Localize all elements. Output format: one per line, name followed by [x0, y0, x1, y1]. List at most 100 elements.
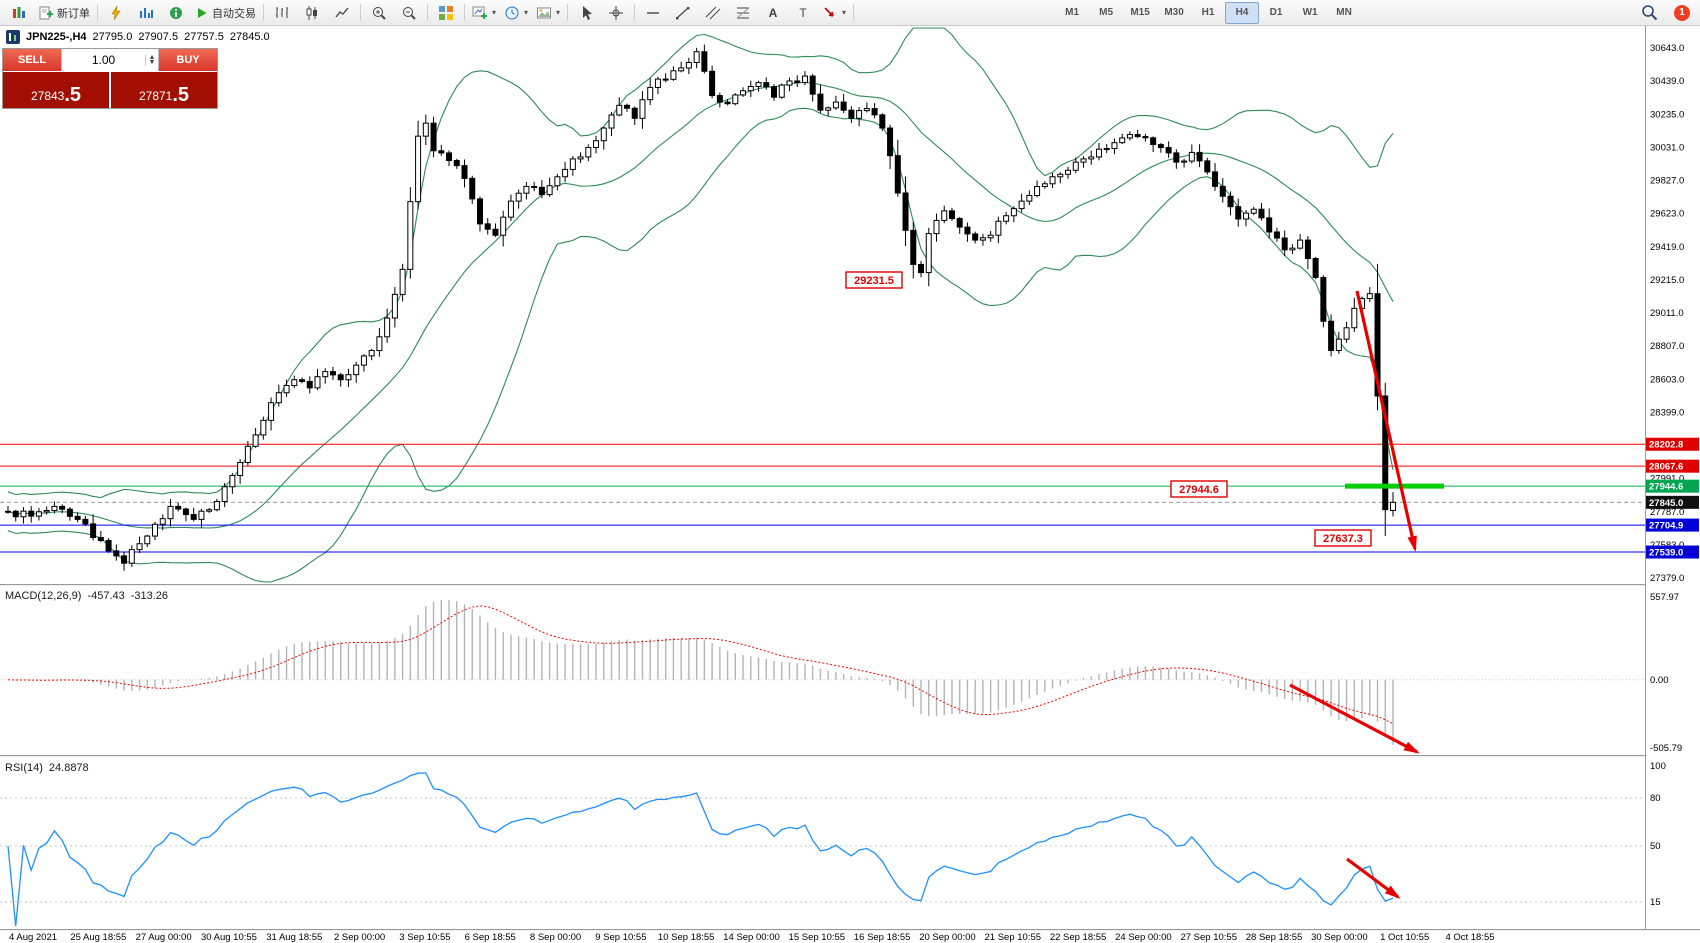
volume-stepper[interactable]: ▲ ▼ [145, 53, 158, 66]
svg-text:28807.0: 28807.0 [1650, 341, 1684, 352]
sell-button[interactable]: SELL [3, 49, 61, 71]
arrows-button[interactable]: ▾ [818, 1, 850, 25]
high-value: 27907.5 [138, 31, 179, 43]
timeframe-h1-button[interactable]: H1 [1201, 7, 1215, 18]
svg-text:27704.9: 27704.9 [1649, 521, 1683, 532]
svg-text:28067.6: 28067.6 [1649, 462, 1683, 473]
svg-text:27787.0: 27787.0 [1650, 507, 1684, 518]
bars-chart-button[interactable] [267, 1, 297, 25]
svg-text:24 Sep 00:00: 24 Sep 00:00 [1115, 932, 1172, 943]
svg-text:27991.0: 27991.0 [1650, 474, 1684, 485]
price-big-digits: .5 [64, 84, 82, 106]
signals-icon[interactable] [101, 1, 131, 25]
macd-panel [0, 599, 1645, 745]
channel-button[interactable] [698, 1, 728, 25]
line-chart-button[interactable] [327, 1, 357, 25]
svg-text:29011.0: 29011.0 [1650, 308, 1684, 319]
info-icon[interactable] [161, 1, 191, 25]
buy-button[interactable]: BUY [159, 49, 217, 71]
timeframe-w1-button[interactable]: W1 [1302, 7, 1318, 18]
macd-label: MACD(12,26,9) -457.43 -313.26 [5, 590, 168, 602]
search-icon[interactable] [1634, 1, 1664, 25]
svg-text:27845.0: 27845.0 [1649, 498, 1683, 509]
price-tag-27539.0 [1646, 545, 1699, 559]
svg-text:15 Sep 10:55: 15 Sep 10:55 [789, 932, 846, 943]
notification-badge[interactable]: 1 [1674, 4, 1690, 21]
toolbar: 新订单 自动交易 ▾ ▾ ▾ A T ▾ M1 M5 M15 M [0, 0, 1700, 26]
label-button[interactable]: T [788, 1, 818, 25]
tile-windows-button[interactable] [431, 1, 461, 25]
candles-chart-button[interactable] [297, 1, 327, 25]
svg-text:28202.8: 28202.8 [1649, 440, 1683, 451]
new-chart-button[interactable]: ▾ [468, 1, 500, 25]
zoom-out-button[interactable] [394, 1, 424, 25]
toolbar-separator [567, 4, 569, 21]
svg-text:29215.0: 29215.0 [1650, 275, 1684, 286]
chart-title-overlay: JPN225-,H4 27795.0 27907.5 27757.5 27845… [6, 30, 270, 44]
svg-text:29231.5: 29231.5 [854, 275, 894, 287]
autotrade-button[interactable]: 自动交易 [191, 1, 260, 25]
timeframe-d1-button[interactable]: D1 [1269, 7, 1283, 18]
svg-text:29827.0: 29827.0 [1650, 176, 1684, 187]
trendline-button[interactable] [668, 1, 698, 25]
volume-up-icon[interactable]: ▲ [148, 53, 156, 61]
svg-text:29419.0: 29419.0 [1650, 242, 1684, 253]
svg-text:2 Sep 00:00: 2 Sep 00:00 [334, 932, 385, 943]
annotation-box-29231.5[interactable] [845, 271, 903, 289]
price-tag-27845.0 [1646, 495, 1699, 509]
snapshot-button[interactable]: ▾ [532, 1, 564, 25]
macd-signal-value: -313.26 [130, 590, 169, 602]
timeframe-m5-button[interactable]: M5 [1099, 7, 1114, 18]
svg-text:15: 15 [1650, 897, 1661, 908]
rsi-name: RSI(14) [5, 762, 43, 774]
sell-price-display[interactable]: 27843.5 [3, 72, 109, 108]
svg-text:25 Aug 18:55: 25 Aug 18:55 [70, 932, 126, 943]
svg-text:30439.0: 30439.0 [1650, 76, 1684, 87]
timeframe-mn-button[interactable]: MN [1336, 7, 1352, 18]
chart-area[interactable]: 30643.0 30439.0 30235.0 30031.0 29827.0 29623… [0, 26, 1700, 943]
price-axis[interactable]: 30643.0 30439.0 30235.0 30031.0 29827.0 29623… [1646, 43, 1699, 584]
price-trend-arrow[interactable] [1355, 290, 1417, 553]
svg-text:0.00: 0.00 [1650, 675, 1669, 686]
macd-trend-arrow[interactable] [1289, 683, 1420, 754]
timeframe-h4-button[interactable]: H4 [1225, 1, 1260, 24]
text-button[interactable]: A [758, 1, 788, 25]
period-menu-button[interactable]: ▾ [500, 1, 532, 25]
svg-text:21 Sep 10:55: 21 Sep 10:55 [985, 932, 1042, 943]
price-main-digits: 27843 [30, 89, 65, 103]
market-watch-icon[interactable] [131, 1, 161, 25]
timeframe-m15-button[interactable]: M15 [1130, 7, 1150, 18]
chart-window-icon[interactable] [4, 1, 34, 25]
rsi-trend-arrow[interactable] [1346, 857, 1401, 899]
crosshair-button[interactable] [601, 1, 631, 25]
horizontal-level-lines[interactable] [0, 443, 1645, 553]
annotations-layer[interactable]: 29231.5 27944.6 27637.3 [845, 271, 1420, 899]
annotation-box-27944.6[interactable] [1170, 480, 1228, 498]
timeframe-m1-button[interactable]: M1 [1065, 7, 1080, 18]
hline-button[interactable] [638, 1, 668, 25]
svg-text:557.97: 557.97 [1650, 592, 1679, 603]
zoom-in-button[interactable] [364, 1, 394, 25]
annotation-box-27637.3[interactable] [1314, 529, 1372, 547]
cursor-button[interactable] [571, 1, 601, 25]
timeframe-toolbar: M1 M5 M15 M30 H1 H4 D1 W1 MN [1055, 1, 1361, 24]
macd-axis[interactable]: 557.97 0.00 -505.79 [1650, 592, 1682, 754]
rsi-label: RSI(14) 24.8878 [5, 762, 89, 774]
svg-text:4 Oct 18:55: 4 Oct 18:55 [1445, 932, 1494, 943]
volume-down-icon[interactable]: ▼ [148, 59, 156, 66]
rsi-value: 24.8878 [48, 762, 89, 774]
svg-text:27 Sep 10:55: 27 Sep 10:55 [1180, 932, 1237, 943]
candles-layer [5, 44, 1396, 571]
new-order-button[interactable]: 新订单 [34, 1, 94, 25]
fibonacci-button[interactable] [728, 1, 758, 25]
rsi-axis[interactable]: 100 80 50 15 [1650, 761, 1666, 908]
svg-text:10 Sep 18:55: 10 Sep 18:55 [658, 932, 715, 943]
time-axis[interactable]: 4 Aug 2021 25 Aug 18:55 27 Aug 00:00 30 Aug… [9, 932, 1495, 943]
buy-price-display[interactable]: 27871.5 [111, 72, 217, 108]
panel-separators[interactable] [0, 26, 1700, 931]
timeframe-m30-button[interactable]: M30 [1164, 7, 1184, 18]
svg-text:27637.3: 27637.3 [1323, 533, 1363, 545]
svg-text:30 Sep 00:00: 30 Sep 00:00 [1311, 932, 1368, 943]
volume-input[interactable]: 1.00 ▲ ▼ [61, 49, 159, 71]
toolbar-separator [634, 4, 636, 21]
